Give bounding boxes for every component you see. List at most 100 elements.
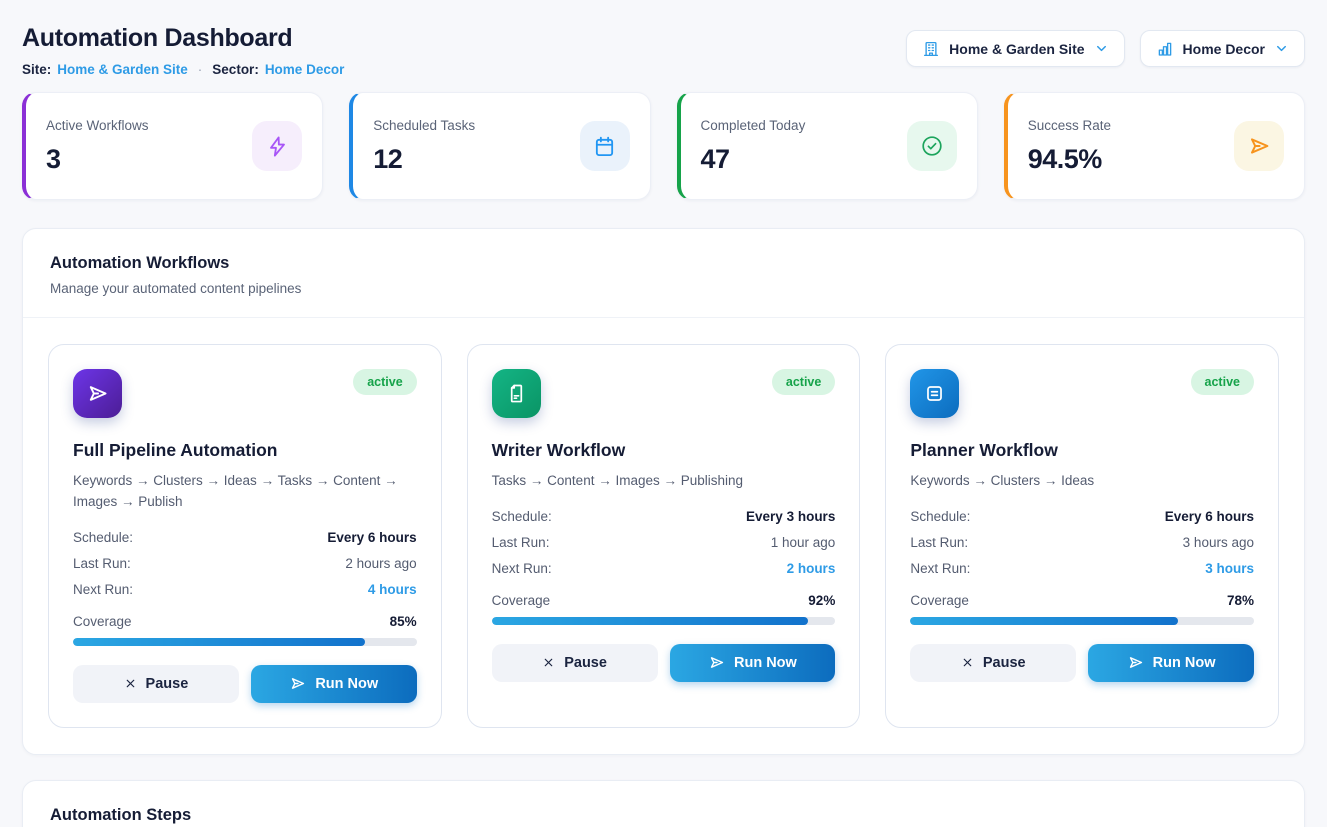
stat-value: 12 xyxy=(373,143,403,174)
last-run-row: Last Run: 1 hour ago xyxy=(491,534,836,550)
coverage-row: Coverage 92% xyxy=(491,592,836,608)
x-icon xyxy=(124,677,137,690)
automation-steps-section: Automation Steps Configure which steps a… xyxy=(22,779,1305,827)
coverage-progress-fill xyxy=(73,637,366,646)
schedule-value: Every 3 hours xyxy=(746,508,836,524)
run-now-button[interactable]: Run Now xyxy=(250,664,417,703)
page-header: Automation Dashboard Site: Home & Garden… xyxy=(22,24,1305,77)
run-now-button[interactable]: Run Now xyxy=(1088,643,1254,682)
divider xyxy=(23,317,1304,318)
chevron-down-icon xyxy=(1094,41,1109,56)
workflow-name: Full Pipeline Automation xyxy=(73,440,278,460)
x-icon xyxy=(961,656,974,669)
last-run-value: 3 hours ago xyxy=(1182,534,1254,550)
next-run-value: 2 hours xyxy=(786,560,836,576)
calendar-icon xyxy=(579,121,630,171)
header-titles: Automation Dashboard Site: Home & Garden… xyxy=(22,24,344,77)
send-icon xyxy=(708,654,725,671)
stats-grid: Active Workflows 3 Scheduled Tasks 12 Co… xyxy=(22,92,1305,200)
coverage-row: Coverage 85% xyxy=(73,613,417,629)
header-controls: Home & Garden Site Home Decor xyxy=(906,30,1305,67)
workflow-card-planner: active Planner Workflow Keywords → Clust… xyxy=(885,344,1279,728)
workflow-card-full-pipeline: active Full Pipeline Automation Keywords… xyxy=(48,344,442,728)
last-run-row: Last Run: 3 hours ago xyxy=(910,534,1254,550)
last-run-value: 1 hour ago xyxy=(770,534,836,550)
last-run-value: 2 hours ago xyxy=(345,555,417,571)
x-icon xyxy=(542,656,555,669)
workflow-card-writer: active Writer Workflow Tasks → Content →… xyxy=(466,344,861,728)
separator-dot: · xyxy=(197,62,203,77)
site-label: Site: xyxy=(22,62,52,77)
workflow-pipeline: Keywords → Clusters → Ideas → Tasks → Co… xyxy=(73,473,398,509)
stat-label: Scheduled Tasks xyxy=(373,117,476,133)
run-now-button[interactable]: Run Now xyxy=(669,643,836,682)
schedule-row: Schedule: Every 3 hours xyxy=(491,508,836,524)
send-icon xyxy=(289,675,306,692)
section-subtitle: Manage your automated content pipelines xyxy=(50,281,302,296)
stat-label: Success Rate xyxy=(1027,117,1112,133)
send-icon xyxy=(1234,121,1284,171)
coverage-progress-fill xyxy=(491,616,808,625)
coverage-value: 85% xyxy=(389,613,417,629)
status-badge: active xyxy=(771,369,836,395)
stat-card-success-rate: Success Rate 94.5% xyxy=(1003,92,1305,200)
schedule-value: Every 6 hours xyxy=(327,529,417,545)
next-run-row: Next Run: 3 hours xyxy=(910,560,1254,576)
coverage-progress-bar xyxy=(910,616,1254,625)
bar-chart-icon xyxy=(1156,40,1174,58)
stat-card-active-workflows: Active Workflows 3 xyxy=(22,92,324,200)
stat-label: Active Workflows xyxy=(46,117,149,133)
coverage-value: 78% xyxy=(1226,592,1254,608)
pause-button[interactable]: Pause xyxy=(491,643,658,682)
workflow-name: Writer Workflow xyxy=(491,440,626,460)
site-link[interactable]: Home & Garden Site xyxy=(57,62,188,77)
workflow-pipeline: Tasks → Content → Images → Publishing xyxy=(491,473,744,488)
coverage-progress-fill xyxy=(910,616,1179,625)
stat-value: 3 xyxy=(46,143,61,174)
sector-link[interactable]: Home Decor xyxy=(264,62,345,77)
site-dropdown[interactable]: Home & Garden Site xyxy=(906,30,1125,67)
building-icon xyxy=(922,40,940,58)
stat-value: 47 xyxy=(700,143,731,174)
stat-card-completed-today: Completed Today 47 xyxy=(676,92,978,200)
sector-dropdown[interactable]: Home Decor xyxy=(1139,30,1305,67)
sector-label: Sector: xyxy=(212,62,259,77)
send-icon xyxy=(73,369,122,418)
schedule-value: Every 6 hours xyxy=(1164,508,1254,524)
last-run-row: Last Run: 2 hours ago xyxy=(73,555,417,571)
schedule-row: Schedule: Every 6 hours xyxy=(910,508,1254,524)
sector-dropdown-label: Home Decor xyxy=(1182,40,1265,57)
site-dropdown-label: Home & Garden Site xyxy=(949,40,1085,57)
stat-label: Completed Today xyxy=(700,117,806,133)
workflow-cards: active Full Pipeline Automation Keywords… xyxy=(23,318,1304,754)
coverage-progress-bar xyxy=(73,637,417,646)
send-icon xyxy=(1127,654,1144,671)
status-badge: active xyxy=(1190,369,1254,395)
file-text-icon xyxy=(491,369,541,418)
check-circle-icon xyxy=(906,121,957,171)
coverage-value: 92% xyxy=(808,592,836,608)
chevron-down-icon xyxy=(1274,41,1289,56)
workflow-pipeline: Keywords → Clusters → Ideas xyxy=(910,473,1095,488)
stat-value: 94.5% xyxy=(1027,143,1103,174)
coverage-row: Coverage 78% xyxy=(910,592,1254,608)
page-title: Automation Dashboard xyxy=(22,24,293,52)
next-run-row: Next Run: 2 hours xyxy=(491,560,836,576)
next-run-value: 3 hours xyxy=(1205,560,1254,576)
section-title: Automation Steps xyxy=(50,805,192,824)
next-run-row: Next Run: 4 hours xyxy=(73,581,417,597)
pause-button[interactable]: Pause xyxy=(910,643,1077,682)
section-title: Automation Workflows xyxy=(50,254,230,272)
coverage-progress-bar xyxy=(491,616,836,625)
next-run-value: 4 hours xyxy=(367,581,417,597)
pause-button[interactable]: Pause xyxy=(73,664,239,703)
stat-card-scheduled-tasks: Scheduled Tasks 12 xyxy=(349,92,651,200)
note-list-icon xyxy=(910,369,960,418)
schedule-row: Schedule: Every 6 hours xyxy=(73,529,417,545)
automation-workflows-section: Automation Workflows Manage your automat… xyxy=(22,228,1305,755)
lightning-icon xyxy=(252,121,303,171)
status-badge: active xyxy=(353,369,417,395)
workflow-name: Planner Workflow xyxy=(910,440,1058,460)
breadcrumb: Site: Home & Garden Site · Sector: Home … xyxy=(22,62,344,77)
